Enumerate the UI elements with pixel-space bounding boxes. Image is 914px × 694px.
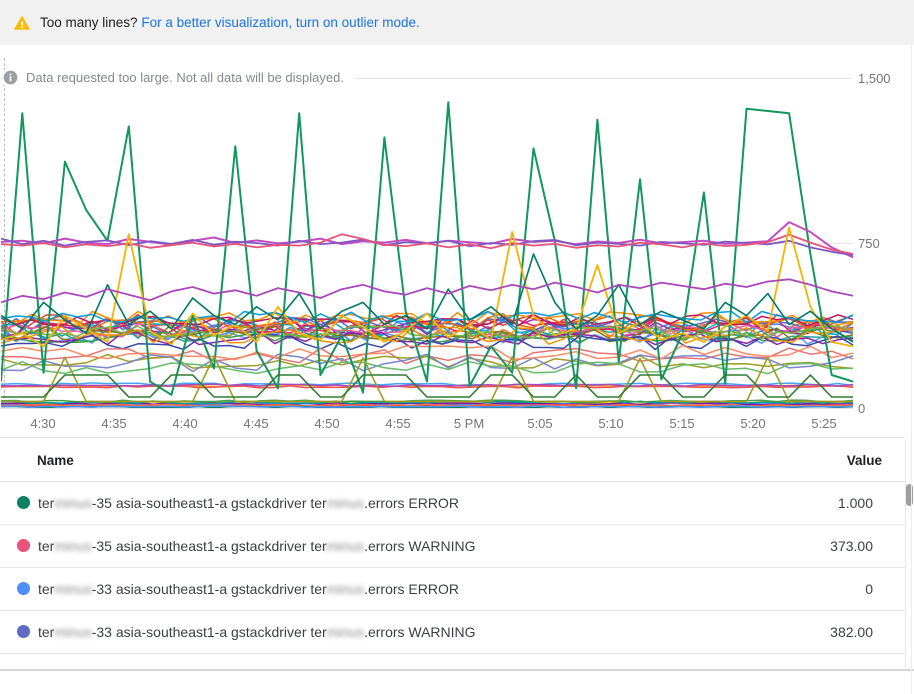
chart-series-line bbox=[1, 355, 853, 403]
x-axis-tick: 4:55 bbox=[385, 416, 411, 431]
column-header-name: Name bbox=[37, 453, 74, 468]
x-axis-tick: 5:20 bbox=[740, 416, 766, 431]
banner-text: Too many lines? For a better visualizati… bbox=[40, 15, 420, 30]
series-name: terminus-33 asia-southeast1-a gstackdriv… bbox=[38, 623, 476, 640]
x-axis-tick: 4:45 bbox=[243, 416, 269, 431]
chart-series-line bbox=[1, 317, 854, 337]
banner-warning-text: Too many lines? bbox=[40, 15, 138, 30]
redacted-text: minus bbox=[54, 537, 92, 554]
info-icon bbox=[3, 70, 18, 85]
x-axis-tick: 5 PM bbox=[453, 416, 485, 431]
series-color-dot bbox=[17, 496, 30, 509]
row-divider bbox=[0, 567, 905, 568]
x-axis: 4:30 4:35 4:40 4:45 4:50 4:55 5 PM 5:05 5:10 5:15… bbox=[0, 416, 853, 432]
redacted-text: minus bbox=[326, 537, 365, 554]
chart-series-line bbox=[1, 353, 854, 370]
too-many-lines-banner: Too many lines? For a better visualizati… bbox=[0, 0, 914, 45]
legend-table-row[interactable]: terminus-35 asia-southeast1-a gstackdriv… bbox=[0, 524, 905, 567]
panel-right-border bbox=[911, 45, 912, 694]
series-color-dot bbox=[17, 625, 30, 638]
legend-table-row[interactable]: terminus-33 asia-southeast1-a gstackdriv… bbox=[0, 610, 905, 653]
series-name: terminus-35 asia-southeast1-a gstackdriv… bbox=[38, 537, 476, 554]
series-value: 1.000 bbox=[837, 494, 873, 511]
gridline-1500 bbox=[0, 78, 853, 79]
chart-series-line bbox=[1, 278, 854, 304]
chart-series-line bbox=[1, 253, 854, 343]
chart-series-line bbox=[1, 310, 854, 327]
series-value: 382.00 bbox=[830, 623, 873, 640]
chart-series-line bbox=[1, 101, 854, 396]
outlier-mode-link[interactable]: For a better visualization, turn on outl… bbox=[141, 15, 420, 30]
x-axis-tick: 4:30 bbox=[30, 416, 56, 431]
notice-text: Data requested too large. Not all data w… bbox=[26, 70, 344, 85]
scrollbar-thumb[interactable] bbox=[906, 484, 913, 506]
y-axis-tick-0: 0 bbox=[858, 401, 866, 416]
chart-series-line bbox=[1, 361, 854, 375]
chart-series-line bbox=[1, 403, 854, 407]
y-axis-tick-1500: 1,500 bbox=[858, 71, 891, 86]
redacted-text: minus bbox=[326, 494, 365, 511]
series-color-dot bbox=[17, 582, 30, 595]
x-axis-tick: 5:15 bbox=[669, 416, 695, 431]
chart-series-line bbox=[1, 334, 854, 351]
warning-icon bbox=[13, 15, 31, 30]
redacted-text: minus bbox=[54, 623, 92, 640]
chart-lines[interactable] bbox=[1, 78, 854, 408]
series-name: terminus-35 asia-southeast1-a gstackdriv… bbox=[38, 494, 459, 511]
row-divider bbox=[0, 610, 905, 611]
row-divider bbox=[0, 524, 905, 525]
chart-series-line bbox=[1, 374, 853, 398]
table-top-border bbox=[0, 437, 905, 438]
chart-series-line bbox=[1, 382, 854, 387]
gridline-0 bbox=[0, 408, 853, 409]
chart-series-line bbox=[1, 383, 854, 387]
x-axis-tick: 4:40 bbox=[172, 416, 198, 431]
table-bottom-border bbox=[0, 669, 914, 671]
y-axis-tick-750: 750 bbox=[858, 236, 880, 251]
redacted-text: minus bbox=[326, 623, 365, 640]
series-color-dot bbox=[17, 539, 30, 552]
scrollbar-track bbox=[905, 440, 906, 670]
series-value: 373.00 bbox=[830, 537, 873, 554]
x-axis-tick: 5:05 bbox=[527, 416, 553, 431]
x-axis-tick: 4:50 bbox=[314, 416, 340, 431]
chart-left-dashed-boundary bbox=[4, 58, 5, 408]
data-too-large-notice: Data requested too large. Not all data w… bbox=[3, 70, 354, 85]
chart-series-line bbox=[1, 405, 854, 408]
legend-table-row[interactable]: terminus-33 asia-southeast1-a gstackdriv… bbox=[0, 567, 905, 610]
series-name: terminus-33 asia-southeast1-a gstackdriv… bbox=[38, 580, 459, 597]
chart-series-line bbox=[1, 233, 854, 255]
row-divider bbox=[0, 653, 905, 654]
chart-series-line bbox=[1, 325, 854, 340]
legend-table-row[interactable]: terminus-35 asia-southeast1-a gstackdriv… bbox=[0, 481, 905, 524]
chart-series-line bbox=[1, 221, 854, 259]
chart-series-line bbox=[1, 344, 854, 361]
redacted-text: minus bbox=[54, 494, 92, 511]
x-axis-tick: 5:10 bbox=[598, 416, 624, 431]
x-axis-tick: 4:35 bbox=[101, 416, 127, 431]
column-header-value: Value bbox=[846, 453, 882, 468]
header-divider bbox=[0, 481, 905, 482]
redacted-text: minus bbox=[326, 580, 365, 597]
chart-series-line bbox=[1, 353, 854, 373]
chart-series-line bbox=[1, 331, 854, 346]
series-value: 0 bbox=[865, 580, 873, 597]
x-axis-tick: 5:25 bbox=[811, 416, 837, 431]
redacted-text: minus bbox=[54, 580, 92, 597]
